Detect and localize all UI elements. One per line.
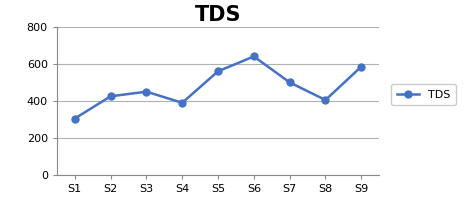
TDS: [179, 102, 185, 104]
TDS: [323, 99, 328, 101]
Title: TDS: TDS: [195, 5, 241, 25]
Legend: TDS: TDS: [391, 84, 456, 105]
TDS: [72, 117, 78, 120]
Line: TDS: TDS: [71, 53, 365, 122]
TDS: [215, 70, 221, 73]
TDS: [144, 90, 149, 93]
TDS: [287, 81, 292, 84]
TDS: [358, 66, 364, 68]
TDS: [251, 55, 257, 58]
TDS: [108, 95, 113, 98]
